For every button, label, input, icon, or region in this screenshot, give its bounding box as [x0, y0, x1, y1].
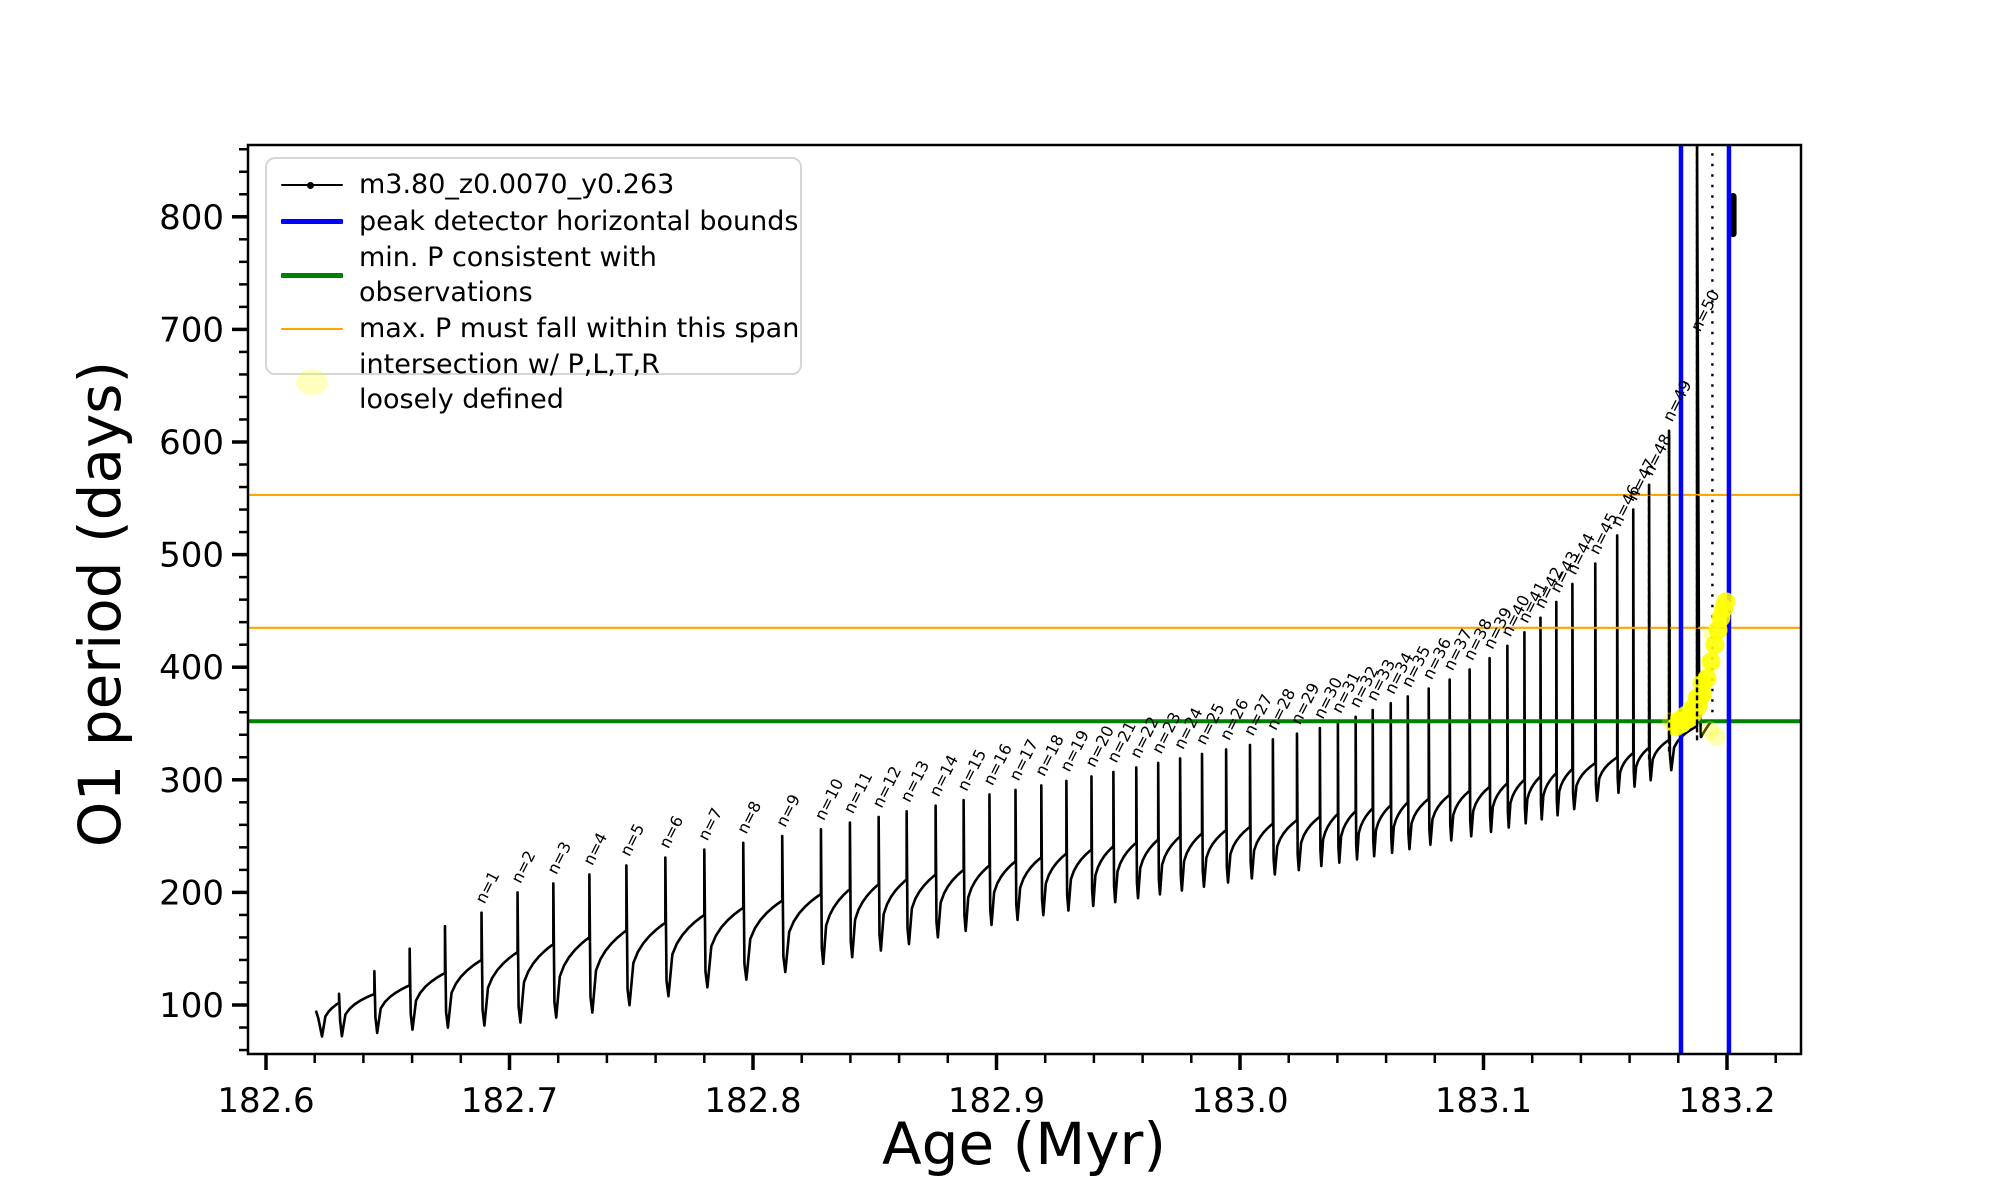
spike-label: n=11	[840, 769, 877, 817]
x-axis-label: Age (Myr)	[881, 1110, 1167, 1178]
legend: m3.80_z0.0070_y0.263 peak detector horiz…	[265, 157, 802, 415]
x-axis-tick-label: 182.6	[217, 1081, 314, 1121]
legend-label: min. P consistent with observations	[359, 242, 657, 309]
yellow-dot-icon	[279, 369, 345, 396]
green-line-icon	[279, 272, 345, 278]
blue-line-icon	[279, 219, 345, 224]
spike-label: n=2	[507, 848, 539, 887]
x-axis-tick-label: 182.8	[704, 1081, 801, 1121]
spike-label: n=4	[579, 830, 611, 869]
x-axis-tick-label: 183.2	[1678, 1081, 1775, 1121]
plot-frame	[246, 143, 1803, 1056]
spike-label: n=6	[655, 813, 687, 852]
legend-label: peak detector horizontal bounds	[359, 205, 799, 237]
legend-item-max-p-span: max. P must fall within this span	[267, 310, 800, 347]
spike-label: n=3	[543, 839, 575, 878]
y-axis-tick-label: 600	[159, 423, 224, 463]
spike-label: n=10	[811, 775, 848, 823]
legend-item-peak-bounds: peak detector horizontal bounds	[267, 203, 800, 240]
y-axis-tick-label: 200	[159, 873, 224, 913]
y-axis-tick-label: 400	[159, 648, 224, 688]
y-axis-tick-label: 800	[159, 198, 224, 238]
track-line-dot-icon	[279, 181, 345, 189]
legend-label: max. P must fall within this span	[359, 313, 800, 345]
y-axis-tick-label: 300	[159, 761, 224, 801]
spike-label: n=7	[694, 805, 726, 844]
spike-label: n=5	[616, 821, 648, 860]
spike-label: n=9	[772, 791, 804, 830]
axis-ticks	[232, 147, 1777, 1070]
legend-label: m3.80_z0.0070_y0.263	[359, 168, 675, 200]
y-axis-label: O1 period (days)	[66, 360, 134, 848]
legend-item-track: m3.80_z0.0070_y0.263	[267, 166, 800, 203]
orange-line-icon	[279, 327, 345, 330]
legend-label: intersection w/ P,L,T,R loosely defined	[359, 349, 660, 416]
stellar-track-curve	[314, 145, 1714, 1038]
x-axis-tick-label: 183.1	[1435, 1081, 1532, 1121]
y-axis-tick-label: 100	[159, 986, 224, 1026]
spike-label: n=12	[868, 763, 905, 811]
spike-label: n=1	[471, 868, 503, 907]
y-axis-tick-label: 700	[159, 310, 224, 350]
x-axis-tick-label: 183.0	[1191, 1081, 1288, 1121]
spike-label: n=13	[896, 757, 933, 805]
intersection-blob	[1661, 592, 1736, 747]
x-axis-tick-label: 182.7	[461, 1081, 558, 1121]
legend-item-intersection: intersection w/ P,L,T,R loosely defined	[267, 347, 800, 417]
legend-item-min-p: min. P consistent with observations	[267, 240, 800, 310]
spike-label: n=14	[925, 752, 962, 800]
spike-label: n=50	[1687, 287, 1724, 335]
x-axis-tick-label: 182.9	[948, 1081, 1045, 1121]
spike-label: n=8	[733, 798, 765, 837]
spike-label: n=49	[1659, 377, 1696, 425]
y-axis-tick-label: 500	[159, 536, 224, 576]
